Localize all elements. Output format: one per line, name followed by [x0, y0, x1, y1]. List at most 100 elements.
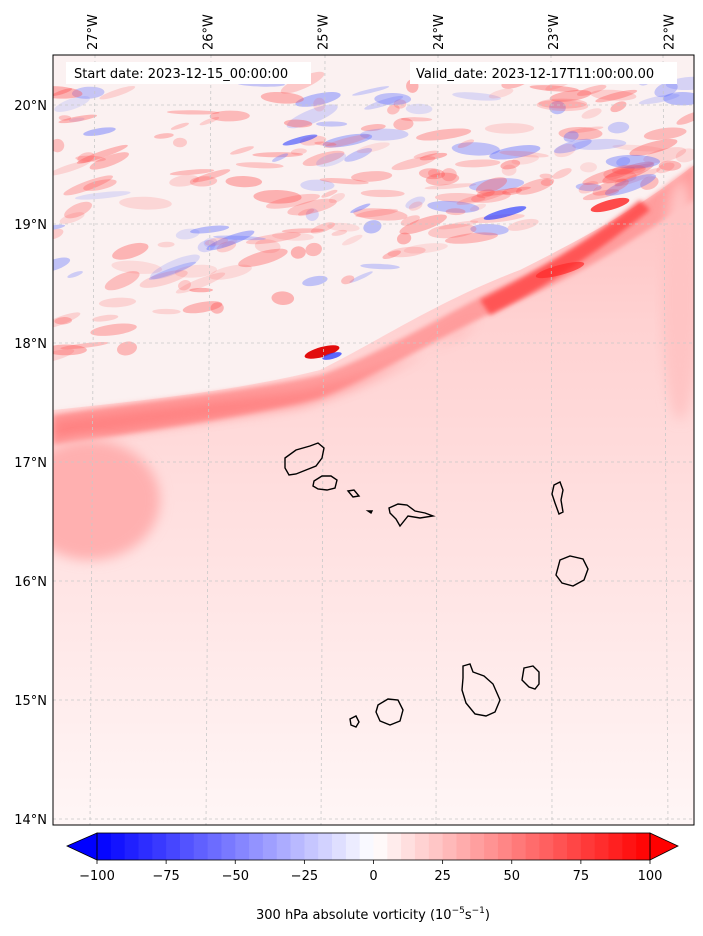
negative-vorticity-blob	[83, 127, 116, 136]
positive-vorticity-blob	[230, 146, 254, 155]
positive-vorticity-blob	[281, 228, 325, 234]
positive-vorticity-blob	[457, 139, 475, 149]
positive-vorticity-blob	[139, 270, 188, 288]
negative-vorticity-blob	[607, 121, 630, 134]
lat-label: 16°N	[14, 575, 47, 590]
positive-vorticity-blob	[209, 110, 250, 122]
positive-vorticity-blob	[297, 208, 315, 217]
negative-vorticity-blob	[452, 92, 501, 101]
positive-vorticity-blob	[221, 239, 238, 248]
negative-vorticity-blob	[604, 174, 657, 196]
colorbar-cell	[553, 833, 568, 860]
positive-vorticity-blob	[342, 234, 363, 246]
positive-vorticity-blob	[445, 208, 466, 216]
positive-vorticity-blob	[199, 116, 220, 126]
positive-vorticity-blob	[488, 88, 514, 99]
colorbar-cell	[594, 833, 610, 860]
negative-vorticity-blob	[295, 91, 341, 107]
island-santo-antao	[284, 442, 325, 476]
island-sal	[551, 481, 564, 515]
positive-vorticity-blob	[252, 152, 303, 158]
colorbar-cell	[567, 833, 582, 860]
positive-vorticity-blob	[63, 175, 113, 196]
negative-vorticity-blob	[349, 271, 373, 283]
colorbar-cell	[442, 833, 457, 860]
positive-vorticity-blob	[53, 88, 73, 96]
west-lobe	[53, 440, 160, 560]
positive-vorticity-blob	[610, 101, 627, 113]
negative-vorticity-blob	[352, 86, 390, 96]
positive-vorticity-blob	[393, 117, 414, 131]
colorbar-cell	[401, 833, 416, 860]
positive-vorticity-blob	[92, 314, 119, 322]
positive-vorticity-blob	[418, 168, 446, 180]
negative-vorticity-blob	[470, 223, 509, 236]
colorbar-cell	[235, 833, 250, 860]
positive-vorticity-blob	[60, 341, 109, 350]
positive-vorticity-blob	[173, 137, 187, 148]
vorticity-blobs	[53, 71, 694, 364]
positive-vorticity-blob	[578, 181, 599, 194]
positive-vorticity-blob	[658, 160, 682, 171]
positive-vorticity-blob	[425, 172, 460, 186]
negative-vorticity-blob	[305, 208, 319, 221]
positive-vorticity-blob	[76, 144, 128, 164]
positive-vorticity-blob	[438, 220, 479, 230]
positive-vorticity-blob	[540, 178, 553, 187]
positive-vorticity-blob	[54, 317, 72, 325]
positive-vorticity-blob	[590, 89, 637, 101]
colorbar-extend-min	[66, 832, 98, 861]
positive-vorticity-blob	[399, 214, 447, 235]
negative-vorticity-blob	[575, 183, 602, 192]
positive-vorticity-blob	[58, 115, 72, 121]
positive-vorticity-blob	[112, 242, 149, 260]
colorbar-label: 300 hPa absolute vorticity (10−5s−1)	[256, 906, 490, 923]
lat-label: 14°N	[14, 813, 47, 828]
positive-vorticity-blob	[53, 86, 83, 99]
strong-vorticity-feature	[590, 197, 630, 213]
colorbar-cell	[221, 833, 236, 860]
positive-vorticity-blob	[602, 161, 655, 184]
positive-vorticity-blob	[59, 212, 85, 224]
lat-label: 15°N	[14, 694, 47, 709]
lon-label: 24°W	[432, 14, 447, 50]
colorbar-tick-label: −25	[291, 869, 318, 884]
colorbar-cell	[110, 833, 126, 860]
positive-vorticity-blob	[351, 171, 393, 182]
lat-label: 18°N	[14, 337, 47, 352]
lat-label: 17°N	[14, 456, 47, 471]
jet-core-west	[53, 320, 480, 440]
colorbar-cell	[152, 833, 167, 860]
positive-vorticity-blob	[117, 341, 137, 356]
vorticity-field	[53, 55, 694, 825]
positive-vorticity-blob	[254, 239, 281, 254]
negative-vorticity-blob	[665, 76, 694, 91]
positive-vorticity-blob	[382, 250, 401, 259]
positive-vorticity-blob	[189, 287, 213, 293]
positive-vorticity-blob	[416, 128, 472, 141]
positive-vorticity-blob	[396, 232, 412, 245]
negative-vorticity-blob	[663, 92, 694, 106]
negative-vorticity-blob	[572, 138, 627, 150]
positive-vorticity-blob	[58, 114, 98, 124]
negative-vorticity-blob	[206, 230, 255, 251]
start-date-label: Start date: 2023-12-15_00:00:00	[74, 67, 288, 82]
positive-vorticity-blob	[614, 178, 627, 187]
positive-vorticity-blob	[290, 246, 306, 259]
lon-label: 25°W	[317, 14, 332, 50]
negative-vorticity-blob	[363, 220, 382, 234]
positive-vorticity-blob	[182, 301, 223, 314]
positive-vorticity-blob	[580, 162, 597, 173]
negative-vorticity-blob	[213, 235, 266, 241]
positive-vorticity-blob	[209, 264, 252, 280]
positive-vorticity-blob	[287, 198, 337, 216]
positive-vorticity-blob	[266, 193, 320, 209]
positive-vorticity-blob	[675, 148, 694, 163]
positive-vorticity-blob	[360, 124, 386, 132]
negative-vorticity-blob	[374, 92, 412, 106]
latitude-labels: 20°N 19°N 18°N 17°N 16°N 15°N 14°N	[14, 99, 47, 828]
negative-vorticity-blob	[350, 203, 371, 213]
colorbar-cell	[207, 833, 222, 860]
positive-vorticity-blob	[576, 84, 607, 96]
